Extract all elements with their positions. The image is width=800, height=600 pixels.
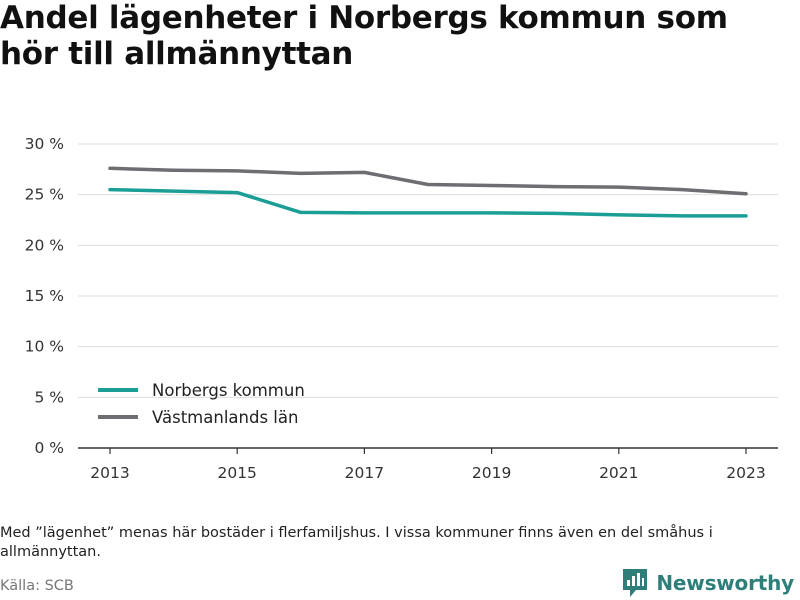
- y-axis-tick-labels: 0 % 5 % 10 % 15 % 20 % 25 % 30 %: [25, 135, 64, 457]
- newsworthy-logo-icon: [623, 569, 648, 597]
- series-line: [108, 187, 748, 218]
- x-tick-label: 2023: [726, 464, 765, 482]
- footnote: Med ”lägenhet” menas här bostäder i fler…: [0, 525, 713, 560]
- x-tick-label: 2019: [472, 464, 511, 482]
- legend-label: Västmanlands län: [152, 408, 298, 427]
- series-lines: [108, 166, 748, 218]
- x-tick-label: 2015: [217, 464, 256, 482]
- brand-name: Newsworthy: [656, 571, 794, 595]
- y-tick-label: 30 %: [25, 135, 64, 153]
- y-tick-label: 0 %: [34, 439, 64, 457]
- x-axis: 2013 2015 2017 2019 2021 2023: [78, 447, 778, 482]
- y-tick-label: 15 %: [25, 287, 64, 305]
- chart-area: 0 % 5 % 10 % 15 % 20 % 25 % 30 % 2013 2015 2017 2…: [0, 120, 800, 490]
- series-line: [108, 166, 748, 196]
- y-tick-label: 20 %: [25, 236, 64, 254]
- source-label: Källa: SCB: [0, 578, 74, 594]
- y-tick-label: 5 %: [34, 388, 64, 406]
- gridlines: [78, 143, 778, 398]
- brand-logo: Newsworthy: [622, 568, 794, 598]
- x-tick-label: 2021: [599, 464, 638, 482]
- x-tick-label: 2013: [90, 464, 129, 482]
- y-tick-label: 25 %: [25, 186, 64, 204]
- x-tick-label: 2017: [345, 464, 384, 482]
- line-chart: 0 %5 %10 %15 %20 %25 %30 % 2013 2015 2017 2…: [25, 135, 778, 482]
- legend: Norbergs kommun Västmanlands län: [98, 381, 305, 427]
- legend-label: Norbergs kommun: [152, 381, 305, 400]
- y-tick-label: 10 %: [25, 338, 64, 356]
- chart-title: Andel lägenheter i Norbergs kommun som h…: [0, 0, 728, 72]
